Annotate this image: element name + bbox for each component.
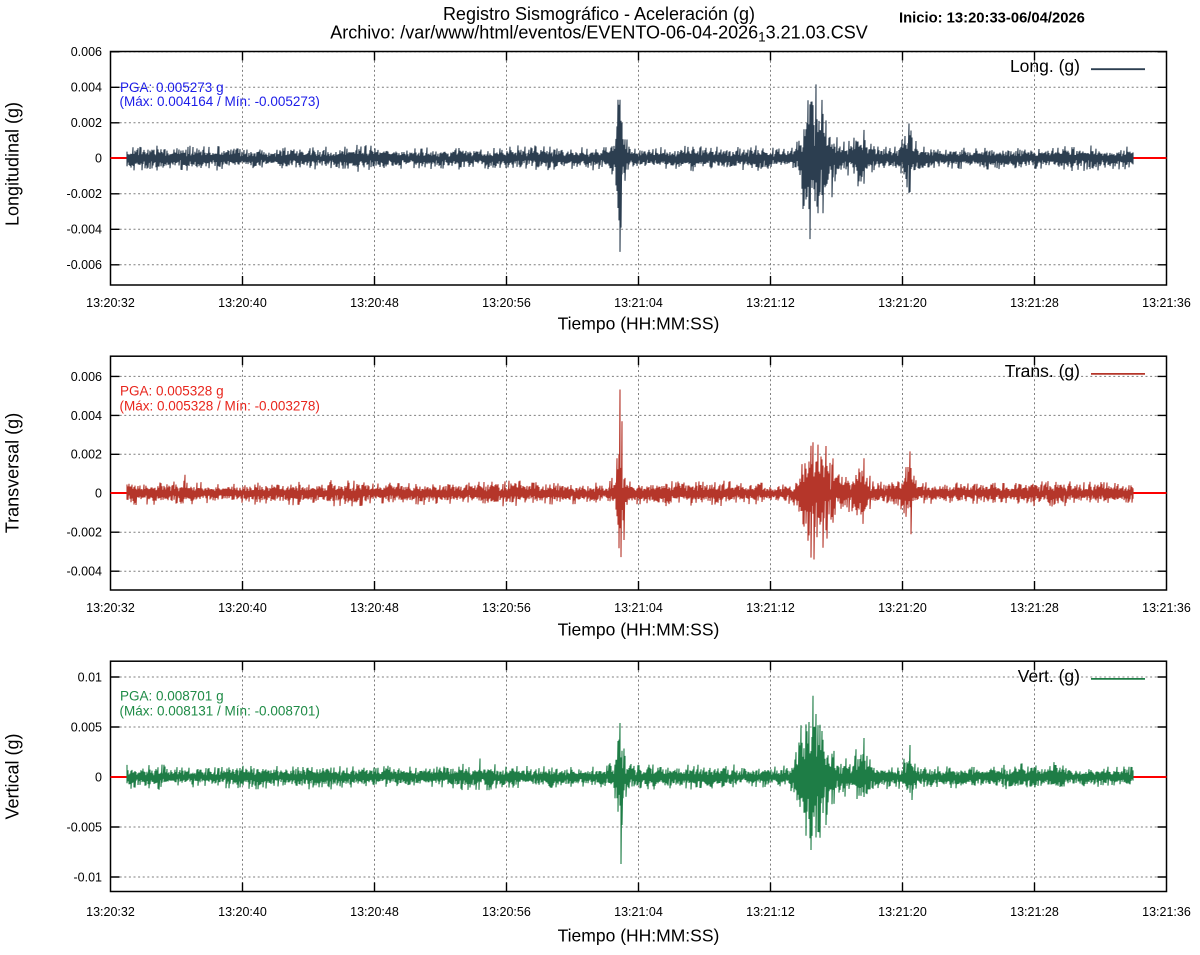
svg-text:-0.002: -0.002	[67, 526, 102, 540]
svg-text:0: 0	[95, 770, 102, 784]
svg-text:Long. (g): Long. (g)	[1010, 56, 1080, 76]
svg-text:13:21:36: 13:21:36	[1142, 296, 1191, 310]
svg-text:13:21:28: 13:21:28	[1010, 905, 1059, 919]
svg-text:Transversal (g): Transversal (g)	[3, 413, 23, 533]
svg-text:Tiempo (HH:MM:SS): Tiempo (HH:MM:SS)	[558, 314, 720, 334]
svg-text:13:20:32: 13:20:32	[86, 601, 135, 615]
svg-text:13:20:32: 13:20:32	[86, 296, 135, 310]
svg-text:0.005: 0.005	[71, 720, 102, 734]
svg-text:13:20:40: 13:20:40	[218, 905, 267, 919]
svg-text:0.01: 0.01	[78, 670, 102, 684]
svg-text:-0.002: -0.002	[67, 187, 102, 201]
svg-text:-0.01: -0.01	[74, 870, 103, 884]
svg-text:(Máx: 0.008131 / Mín: -0.00870: (Máx: 0.008131 / Mín: -0.008701)	[120, 703, 320, 718]
svg-text:13:20:48: 13:20:48	[350, 601, 399, 615]
svg-text:13:20:48: 13:20:48	[350, 296, 399, 310]
svg-text:Registro Sismográfico - Aceler: Registro Sismográfico - Aceleración (g)	[443, 4, 755, 24]
svg-text:13:21:20: 13:21:20	[878, 296, 927, 310]
svg-text:0.002: 0.002	[71, 116, 102, 130]
svg-text:13:20:48: 13:20:48	[350, 905, 399, 919]
svg-text:0.006: 0.006	[71, 370, 102, 384]
svg-text:13:21:04: 13:21:04	[614, 601, 663, 615]
svg-text:Tiempo (HH:MM:SS): Tiempo (HH:MM:SS)	[558, 620, 720, 640]
svg-text:13:21:20: 13:21:20	[878, 905, 927, 919]
svg-text:Tiempo (HH:MM:SS): Tiempo (HH:MM:SS)	[558, 926, 720, 946]
svg-text:13:21:12: 13:21:12	[746, 296, 795, 310]
svg-text:13:20:56: 13:20:56	[482, 905, 531, 919]
svg-text:Trans. (g): Trans. (g)	[1005, 361, 1080, 381]
svg-text:-0.004: -0.004	[67, 565, 102, 579]
svg-text:13:21:12: 13:21:12	[746, 601, 795, 615]
svg-text:0.004: 0.004	[71, 409, 102, 423]
svg-text:0.004: 0.004	[71, 81, 102, 95]
svg-text:13:20:40: 13:20:40	[218, 601, 267, 615]
svg-text:13:21:36: 13:21:36	[1142, 905, 1191, 919]
svg-text:(Máx: 0.004164 / Mín: -0.00527: (Máx: 0.004164 / Mín: -0.005273)	[120, 94, 320, 109]
svg-text:13:20:40: 13:20:40	[218, 296, 267, 310]
svg-text:PGA: 0.005273 g: PGA: 0.005273 g	[120, 80, 224, 95]
svg-text:13:21:28: 13:21:28	[1010, 296, 1059, 310]
svg-text:0.002: 0.002	[71, 448, 102, 462]
svg-text:13:21:28: 13:21:28	[1010, 601, 1059, 615]
svg-text:13:21:04: 13:21:04	[614, 296, 663, 310]
svg-text:Inicio: 13:20:33-06/04/2026: Inicio: 13:20:33-06/04/2026	[899, 11, 1085, 27]
svg-text:PGA: 0.008701 g: PGA: 0.008701 g	[120, 688, 224, 703]
svg-text:PGA: 0.005328 g: PGA: 0.005328 g	[120, 383, 224, 398]
svg-text:Vert. (g): Vert. (g)	[1018, 666, 1080, 686]
svg-text:13:21:12: 13:21:12	[746, 905, 795, 919]
svg-text:13:20:56: 13:20:56	[482, 296, 531, 310]
svg-text:Archivo: /var/www/html/eventos: Archivo: /var/www/html/eventos/EVENTO-06…	[330, 23, 867, 45]
svg-text:0.006: 0.006	[71, 45, 102, 59]
svg-text:13:20:32: 13:20:32	[86, 905, 135, 919]
svg-text:Longitudinal (g): Longitudinal (g)	[3, 102, 23, 226]
svg-text:Vertical (g): Vertical (g)	[3, 733, 23, 819]
svg-text:-0.005: -0.005	[67, 820, 102, 834]
svg-text:(Máx: 0.005328 / Mín: -0.00327: (Máx: 0.005328 / Mín: -0.003278)	[120, 398, 320, 413]
svg-text:-0.006: -0.006	[67, 258, 102, 272]
svg-text:0: 0	[95, 487, 102, 501]
svg-text:13:21:36: 13:21:36	[1142, 601, 1191, 615]
svg-text:13:21:20: 13:21:20	[878, 601, 927, 615]
svg-text:13:21:04: 13:21:04	[614, 905, 663, 919]
svg-text:0: 0	[95, 152, 102, 166]
svg-text:13:20:56: 13:20:56	[482, 601, 531, 615]
svg-text:-0.004: -0.004	[67, 223, 102, 237]
